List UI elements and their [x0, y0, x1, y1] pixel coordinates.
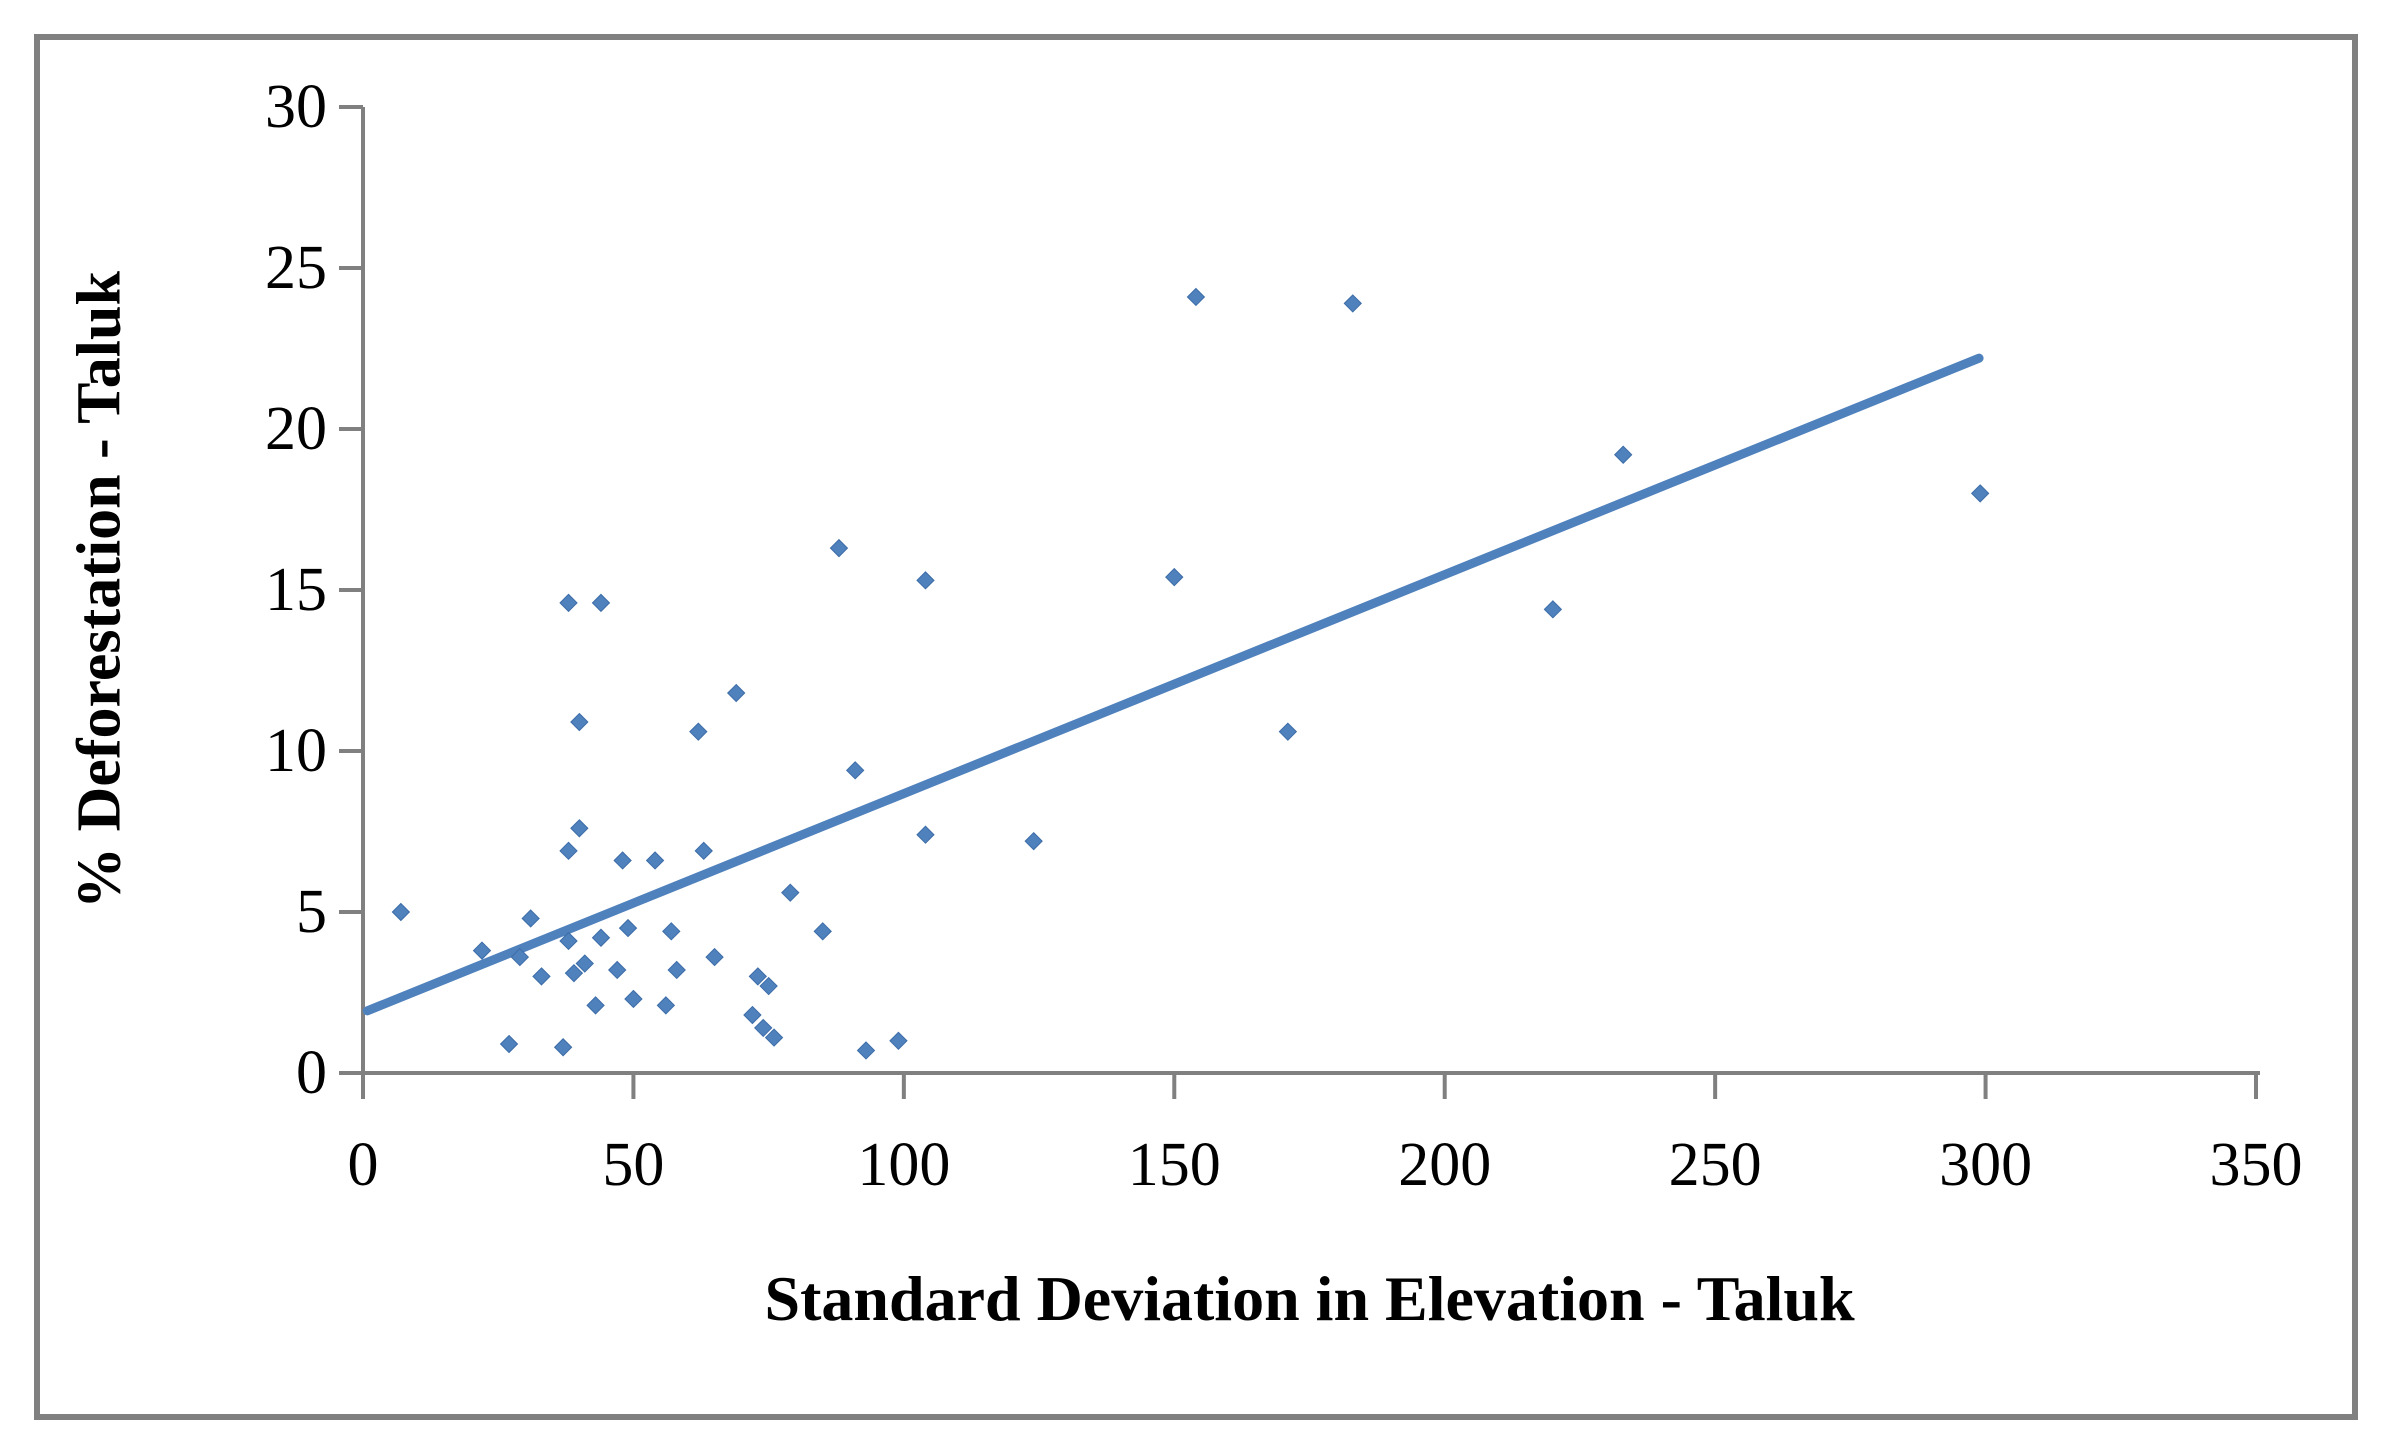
- data-point: [553, 1038, 573, 1057]
- x-axis-title: Standard Deviation in Elevation - Taluk: [764, 1263, 1855, 1334]
- data-point: [645, 851, 665, 870]
- data-point: [764, 1028, 784, 1047]
- data-point: [916, 571, 935, 590]
- data-point: [845, 761, 865, 780]
- data-point: [559, 841, 578, 861]
- data-point: [559, 593, 578, 613]
- data-point: [1024, 831, 1043, 851]
- data-point: [613, 851, 632, 870]
- data-point: [705, 947, 724, 967]
- x-tick-label: 150: [1128, 1131, 1221, 1199]
- data-point: [1165, 567, 1184, 587]
- x-tick-label: 350: [2210, 1131, 2303, 1199]
- data-point: [564, 963, 584, 983]
- data-point: [748, 967, 768, 986]
- figure-border: [34, 34, 2358, 1420]
- data-point: [575, 954, 594, 973]
- data-point: [689, 722, 708, 741]
- data-point: [1543, 600, 1563, 619]
- data-point: [916, 825, 935, 844]
- x-tick-label: 0: [348, 1131, 379, 1199]
- x-tick-label: 50: [602, 1131, 664, 1199]
- data-point: [510, 947, 530, 967]
- data-point: [889, 1031, 908, 1051]
- data-point: [532, 967, 551, 986]
- data-point: [586, 996, 605, 1015]
- x-tick-label: 200: [1398, 1131, 1491, 1199]
- data-point: [1186, 287, 1206, 307]
- data-point: [743, 1005, 762, 1025]
- y-tick-label: 0: [296, 1039, 327, 1107]
- data-point: [607, 960, 627, 980]
- data-point: [570, 712, 589, 732]
- data-point: [591, 593, 611, 613]
- data-point: [591, 928, 611, 947]
- data-point: [754, 1018, 773, 1038]
- y-axis-title: % Deforestation - Taluk: [65, 271, 134, 909]
- y-tick-label: 10: [265, 717, 327, 785]
- data-point: [759, 976, 778, 996]
- data-point: [662, 922, 681, 941]
- data-point: [472, 941, 492, 960]
- data-point: [1970, 484, 1990, 503]
- x-tick-label: 300: [1939, 1131, 2032, 1199]
- y-tick-label: 30: [265, 73, 327, 141]
- data-point: [781, 883, 800, 902]
- data-point: [391, 902, 411, 922]
- data-point: [624, 989, 643, 1009]
- data-point: [656, 996, 676, 1015]
- data-point: [499, 1034, 519, 1054]
- data-point: [667, 960, 686, 980]
- trend-line: [362, 353, 1984, 1016]
- y-tick-label: 5: [296, 878, 327, 946]
- data-point: [1343, 294, 1362, 313]
- y-tick-label: 20: [265, 395, 327, 463]
- y-tick-label: 25: [265, 234, 327, 302]
- data-point: [1278, 722, 1298, 741]
- data-point: [813, 922, 832, 941]
- data-point: [726, 683, 746, 703]
- data-point: [559, 931, 578, 951]
- x-tick-label: 100: [857, 1131, 950, 1199]
- y-tick-label: 15: [265, 556, 327, 624]
- data-point: [856, 1041, 876, 1060]
- data-point: [570, 819, 589, 838]
- data-point: [1613, 445, 1633, 464]
- data-point: [694, 841, 713, 861]
- data-point: [521, 909, 540, 928]
- data-point: [618, 918, 638, 938]
- x-tick-label: 250: [1669, 1131, 1762, 1199]
- data-point: [829, 538, 849, 558]
